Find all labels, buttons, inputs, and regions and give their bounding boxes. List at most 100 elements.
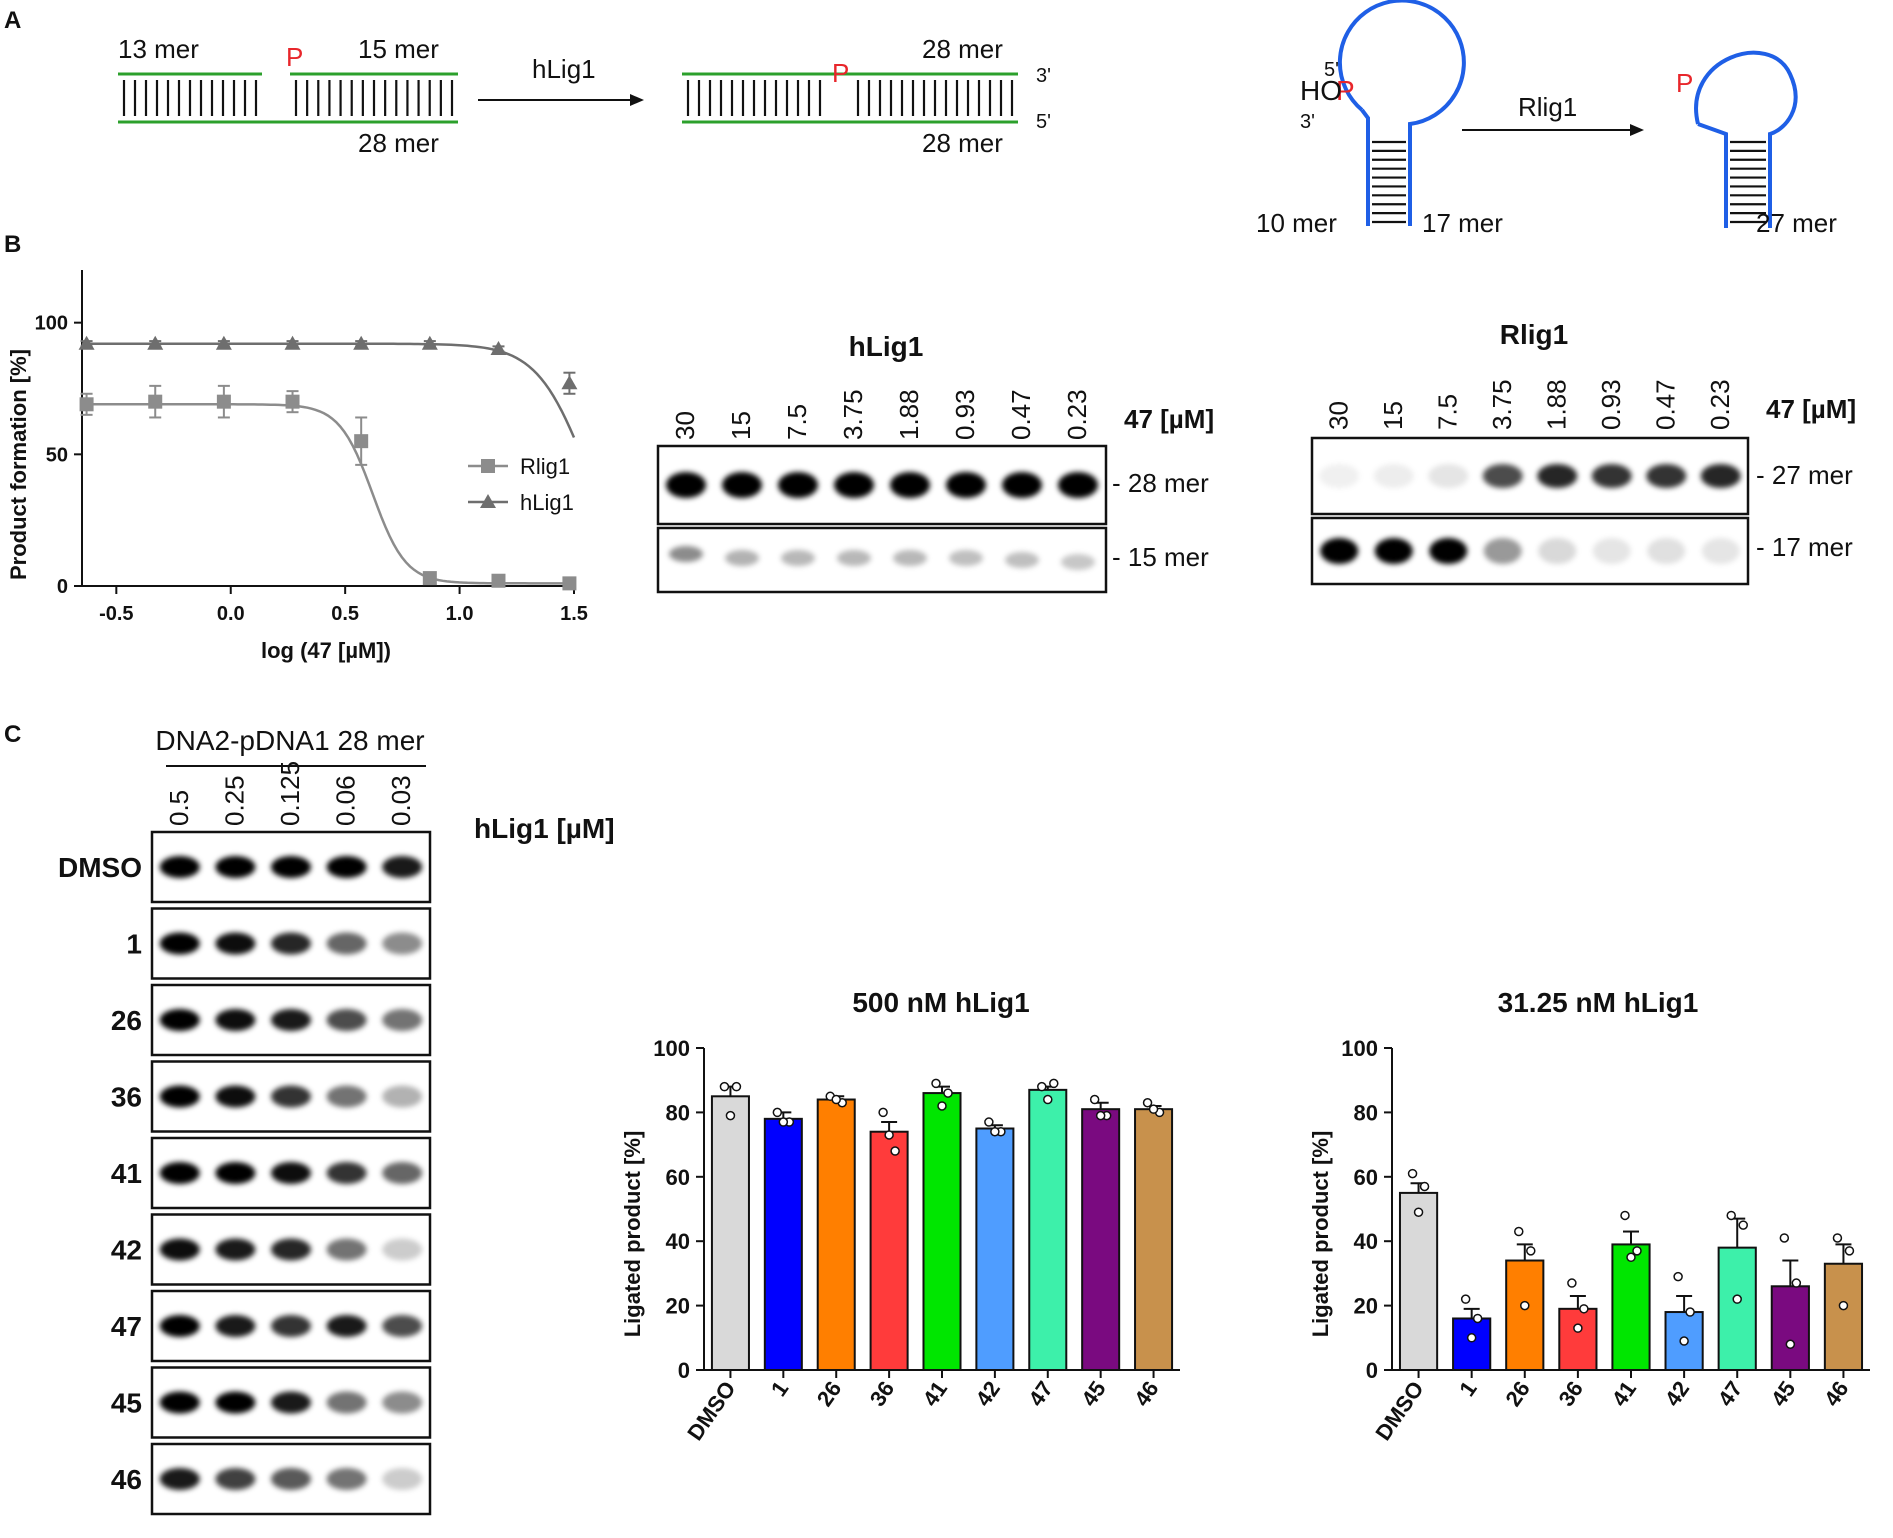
x-tick-label: 1.5: [560, 603, 588, 625]
bar-47: [1028, 1088, 1068, 1371]
gel-band: [1482, 464, 1523, 488]
label-27mer: 27 mer: [1756, 208, 1837, 238]
x-tick-label: -0.5: [99, 603, 133, 625]
x-tick-label: 45: [1766, 1377, 1801, 1411]
bar-DMSO: [710, 1095, 750, 1372]
row-label: 41: [111, 1158, 142, 1189]
gel-band: [382, 1238, 423, 1261]
bar-47: [1717, 1246, 1757, 1372]
replicate-point: [1579, 1304, 1589, 1314]
replicate-point: [984, 1117, 994, 1127]
data-point-Rlig1: [148, 394, 163, 409]
x-tick-label: 36: [865, 1377, 900, 1411]
gel-band: [893, 550, 927, 566]
lane-label: 0.23: [1705, 379, 1735, 430]
lane-label: 30: [1323, 401, 1353, 430]
enzyme-label-rlig1: Rlig1: [1518, 92, 1577, 122]
x-tick-label: 42: [1660, 1377, 1695, 1411]
x-tick-label: 46: [1129, 1377, 1164, 1411]
bar2-title: 31.25 nM hLig1: [1498, 987, 1699, 1018]
gel-band: [271, 932, 311, 955]
hairpin-5prime-arm: [1360, 108, 1370, 226]
data-point-Rlig1: [422, 571, 437, 586]
y-tick-label: 100: [35, 313, 68, 335]
gel-band: [834, 472, 874, 498]
replicate-point: [1791, 1278, 1802, 1288]
x-tick-label: 47: [1713, 1377, 1748, 1411]
lane-label: 0.06: [331, 775, 361, 826]
gel-band: [215, 932, 256, 955]
legend-marker: [481, 459, 495, 473]
lane-label: 0.23: [1062, 389, 1092, 440]
replicate-point: [1844, 1246, 1855, 1256]
bar-26: [816, 1098, 856, 1372]
replicate-point: [1679, 1336, 1689, 1346]
x-tick-label: 1: [1454, 1377, 1482, 1401]
hairpin-product-phosphate: P: [1676, 68, 1693, 98]
replicate-point: [1526, 1246, 1536, 1256]
y-tick-label: 80: [666, 1100, 690, 1125]
replicate-point: [1466, 1333, 1477, 1343]
gel-band: [215, 1009, 256, 1031]
bar-41: [1611, 1243, 1651, 1372]
x-tick-label: 26: [812, 1377, 847, 1411]
hairpin-3prime: 3': [1300, 111, 1315, 133]
replicate-point: [1037, 1081, 1047, 1092]
gel-band: [949, 550, 983, 566]
lane-label: 0.125: [275, 761, 305, 826]
y-tick-label: 20: [666, 1294, 690, 1319]
replicate-point: [731, 1081, 742, 1092]
x-tick-label: 41: [1607, 1377, 1642, 1411]
gel-band: [271, 1391, 311, 1414]
row-label: 45: [111, 1388, 142, 1419]
y-tick-label: 0: [1366, 1358, 1378, 1383]
gel-band: [159, 1009, 200, 1031]
gel-band: [382, 1162, 423, 1184]
lane-label: 3.75: [838, 389, 868, 440]
phosphate-label: P: [286, 42, 303, 72]
gel-band: [1429, 538, 1468, 564]
hairpin-product: [1694, 50, 1798, 228]
gel-band: [271, 1085, 311, 1108]
gel-titration-grid: DNA2-pDNA1 28 mer hLig1 [µM] 0.5 0.25 0.12…: [58, 725, 615, 1516]
label-13mer: 13 mer: [118, 34, 199, 64]
replicate-point: [1419, 1181, 1430, 1192]
replicate-point: [1514, 1226, 1524, 1237]
replicate-point: [990, 1126, 1000, 1137]
x-tick-label: 41: [918, 1377, 953, 1411]
gel-band: [271, 1468, 311, 1490]
y-tick-label: 100: [653, 1036, 690, 1061]
x-axis-label: log (47 [µM]): [261, 638, 391, 663]
y-tick-label: 40: [1354, 1229, 1378, 1254]
gel-band: [159, 1391, 200, 1414]
data-point-Rlig1: [354, 434, 369, 449]
data-point-hLig1: [490, 341, 507, 355]
replicate-point: [1095, 1110, 1106, 1121]
bar-DMSO: [1398, 1191, 1439, 1372]
gel-band: [326, 1238, 367, 1261]
label-17mer: 17 mer: [1422, 208, 1503, 238]
bar-42: [975, 1127, 1015, 1371]
lane-label: 7.5: [782, 404, 812, 440]
hairpin-hydroxyl: HO: [1300, 75, 1342, 106]
gel-band: [1592, 538, 1631, 564]
gel-hlig1-unit: 47 [µM]: [1124, 404, 1214, 434]
legend-marker: [480, 494, 496, 508]
replicate-point: [1673, 1271, 1683, 1282]
gel-band: [1647, 538, 1686, 564]
row-label: 42: [111, 1235, 142, 1266]
replicate-point: [1632, 1246, 1642, 1256]
bar1-y-axis-label: Ligated product [%]: [620, 1131, 645, 1338]
bar-chart-500nm: 500 nM hLig1 Ligated product [%] 0 20 40 60…: [620, 987, 1180, 1445]
replicate-point: [719, 1081, 730, 1092]
gel-rlig1-top-band: - 27 mer: [1756, 460, 1853, 490]
gel-band: [215, 1085, 256, 1108]
x-tick-label: 47: [1023, 1377, 1058, 1411]
gel-band: [1061, 554, 1095, 570]
gel-band: [890, 472, 930, 498]
hairpin-5prime: 5': [1324, 59, 1339, 81]
gel-band: [1373, 464, 1414, 488]
bar1-title: 500 nM hLig1: [852, 987, 1029, 1018]
replicate-point: [1620, 1210, 1630, 1221]
gel-band: [1319, 464, 1360, 488]
